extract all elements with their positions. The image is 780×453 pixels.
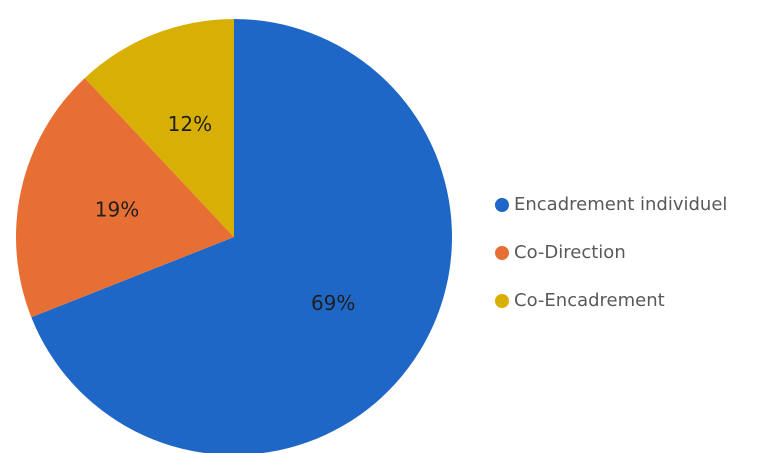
pie-slice-encadrement-individuel <box>31 19 452 453</box>
legend-marker-co-direction <box>495 246 509 260</box>
legend-item-co-direction: Co-Direction <box>495 242 626 263</box>
legend-label-co-encadrement: Co-Encadrement <box>514 290 665 311</box>
slice-label-encadrement-individuel: 69% <box>311 291 355 315</box>
legend: Encadrement individuel Co-Direction Co-Enc… <box>495 194 727 311</box>
slice-label-co-encadrement: 12% <box>168 112 212 136</box>
pie-slice-co-encadrement <box>84 19 234 237</box>
pie-slice-co-direction <box>16 78 235 318</box>
legend-marker-encadrement-individuel <box>495 198 509 212</box>
legend-label-co-direction: Co-Direction <box>514 242 626 263</box>
legend-item-co-encadrement: Co-Encadrement <box>495 290 665 311</box>
legend-item-encadrement-individuel: Encadrement individuel <box>495 194 727 215</box>
slice-label-co-direction: 19% <box>95 197 139 221</box>
legend-label-encadrement-individuel: Encadrement individuel <box>514 194 727 215</box>
legend-marker-co-encadrement <box>495 294 509 308</box>
pie-slices <box>16 19 452 453</box>
pie-labels: 69% 19% 12% <box>95 112 356 315</box>
